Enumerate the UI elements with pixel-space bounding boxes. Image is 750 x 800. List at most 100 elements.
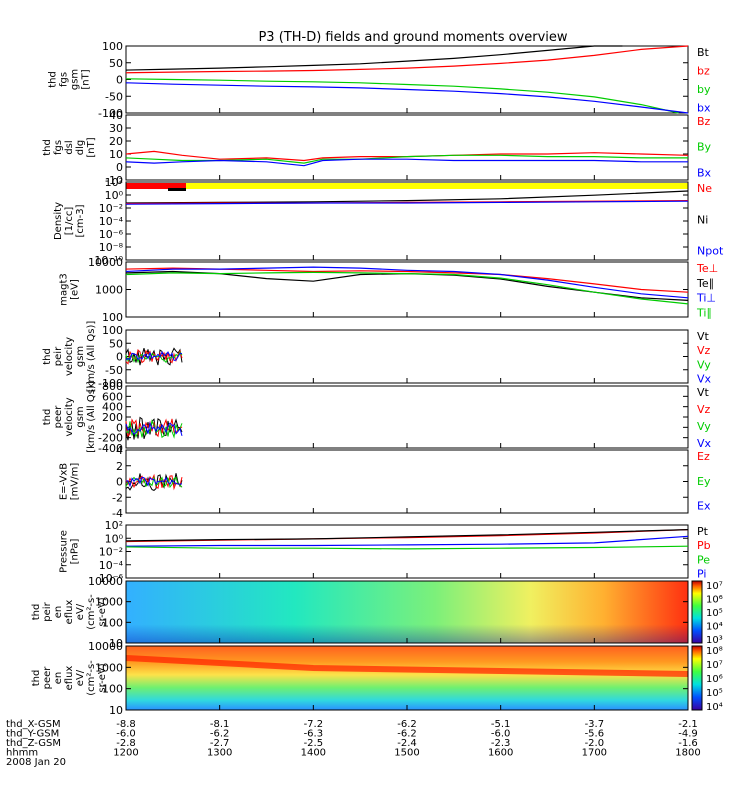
colorbar-tick-label: 10⁴ bbox=[706, 702, 723, 713]
legend-entry: bx bbox=[697, 101, 711, 114]
y-tick-label: 2 bbox=[116, 460, 123, 473]
y-tick-label: 400 bbox=[102, 401, 123, 414]
series-burst bbox=[125, 419, 183, 439]
legend-entry: By bbox=[697, 141, 712, 154]
series-line bbox=[125, 266, 689, 299]
y-tick-label: 10² bbox=[105, 176, 123, 189]
y-axis-label-line: eV/ bbox=[75, 669, 86, 686]
legend-entry: Ez bbox=[697, 450, 710, 463]
legend-entry: Te∥ bbox=[696, 277, 714, 290]
x-row-value: -2.3 bbox=[491, 738, 511, 749]
y-axis-label-line: fgs bbox=[59, 72, 70, 87]
x-row-value: -5.6 bbox=[585, 729, 605, 740]
y-axis-label-line: en bbox=[53, 672, 64, 685]
colorbar bbox=[691, 580, 703, 644]
y-tick-label: 10 bbox=[109, 704, 123, 717]
legend-entry: Ne bbox=[697, 182, 712, 195]
figure-title: P3 (TH-D) fields and ground moments over… bbox=[258, 30, 567, 45]
colorbar-tick-label: 10⁷ bbox=[706, 660, 723, 671]
legend-entry: Ex bbox=[697, 500, 711, 513]
state-bar-yellow bbox=[126, 183, 688, 189]
series-line bbox=[125, 200, 689, 205]
panel-frame bbox=[125, 449, 689, 514]
x-row-value: -5.1 bbox=[491, 719, 511, 730]
x-row-value: -6.0 bbox=[116, 729, 136, 740]
y-tick-label: 10⁻⁴ bbox=[99, 559, 124, 572]
x-tick-label: 1200 bbox=[113, 748, 138, 759]
y-axis-label-line: velocity bbox=[64, 337, 75, 376]
series-line bbox=[125, 271, 689, 305]
y-axis-label: thdpeerenefluxeV/(cm²-s-sr-eV) bbox=[31, 660, 108, 696]
y-tick-label: 10⁻⁴ bbox=[99, 215, 124, 228]
y-tick-label: 1000 bbox=[95, 284, 123, 297]
x-row-label: 2008 Jan 20 bbox=[6, 757, 66, 768]
y-tick-label: -400 bbox=[98, 442, 123, 455]
y-axis-label: thdfgsdsldlg[nT] bbox=[42, 137, 97, 157]
y-tick-label: 10⁰ bbox=[105, 189, 124, 202]
series-line bbox=[125, 270, 689, 301]
y-tick-label: 10⁻⁸ bbox=[99, 241, 124, 254]
y-axis-label: Pressure[nPa] bbox=[59, 530, 81, 573]
y-axis-label-line: peer bbox=[53, 405, 64, 429]
y-tick-label: 0 bbox=[116, 351, 123, 364]
x-tick-label: 1800 bbox=[675, 748, 700, 759]
panel-8: 10⁷10⁶10⁵10⁴10³10000100010010thdpeirenef… bbox=[31, 575, 723, 650]
series-line bbox=[125, 545, 689, 550]
series-burst bbox=[125, 421, 183, 437]
y-tick-label: 100 bbox=[102, 324, 123, 337]
y-axis-label-line: sr-eV) bbox=[97, 597, 108, 626]
colorbar-tick-label: 10⁶ bbox=[706, 674, 723, 685]
x-row-label: thd_Z-GSM bbox=[6, 738, 61, 749]
y-tick-label: 10⁻⁶ bbox=[99, 228, 124, 241]
series-line bbox=[125, 150, 689, 162]
y-axis-label-line: Density bbox=[53, 202, 64, 240]
panel-6: 4 2 0 -2 -4 E=-VxB[mV/m] Ez Ey Ex bbox=[59, 444, 711, 520]
legend-entry: Bt bbox=[697, 46, 710, 59]
y-tick-label: 100 bbox=[102, 311, 123, 324]
electron-spectrogram-band bbox=[125, 655, 689, 677]
panel-frame bbox=[125, 385, 689, 449]
y-axis-label-line: en bbox=[53, 606, 64, 619]
y-axis-label-line: (cm²-s- bbox=[86, 594, 97, 630]
x-row-value: -8.1 bbox=[210, 719, 230, 730]
x-row-value: -2.5 bbox=[304, 738, 324, 749]
y-axis-label-line: gsm bbox=[75, 406, 86, 427]
y-axis-label-line: eflux bbox=[64, 600, 75, 625]
y-tick-label: -10 bbox=[105, 174, 123, 187]
x-row-value: -2.8 bbox=[116, 738, 136, 749]
colorbar-tick-label: 10⁵ bbox=[706, 608, 723, 619]
x-row-value: -4.9 bbox=[678, 729, 698, 740]
legend-entry: Ey bbox=[697, 475, 711, 488]
x-row-value: -8.8 bbox=[116, 719, 136, 730]
series-line bbox=[125, 78, 679, 114]
y-tick-label: -50 bbox=[105, 90, 123, 103]
legend-entry: Pe bbox=[697, 553, 710, 566]
y-tick-label: 10⁻⁶ bbox=[99, 572, 124, 585]
y-axis-label-line: [nT] bbox=[86, 137, 97, 157]
x-row-value: -2.7 bbox=[210, 738, 230, 749]
y-tick-label: -200 bbox=[98, 432, 123, 445]
colorbar-tick-label: 10⁴ bbox=[706, 622, 723, 633]
x-tick-label: 1700 bbox=[582, 748, 607, 759]
x-row-label: thd_Y-GSM bbox=[6, 729, 59, 740]
panel-frame bbox=[125, 181, 689, 261]
y-axis-label-line: (cm²-s- bbox=[86, 660, 97, 696]
panel-frame bbox=[125, 114, 689, 181]
x-row-value: -7.2 bbox=[304, 719, 324, 730]
x-row-value: -6.0 bbox=[491, 729, 511, 740]
y-axis-label-line: sr-eV) bbox=[97, 663, 108, 692]
legend-entry: Vy bbox=[697, 420, 711, 433]
y-axis-label-line: fgs bbox=[53, 140, 64, 155]
y-axis-label-line: peir bbox=[53, 346, 64, 366]
series-line bbox=[125, 82, 689, 114]
y-tick-label: 10000 bbox=[88, 575, 123, 588]
y-tick-label: 20 bbox=[109, 135, 123, 148]
x-tick-label: 1400 bbox=[301, 748, 326, 759]
state-bar-red bbox=[126, 183, 186, 189]
x-row-label: thd_X-GSM bbox=[6, 719, 61, 730]
y-tick-label: 100 bbox=[102, 40, 123, 53]
y-axis-label: thdpeervelocitygsm[km/s (All Qs)] bbox=[42, 381, 97, 453]
series-burst bbox=[125, 473, 183, 491]
